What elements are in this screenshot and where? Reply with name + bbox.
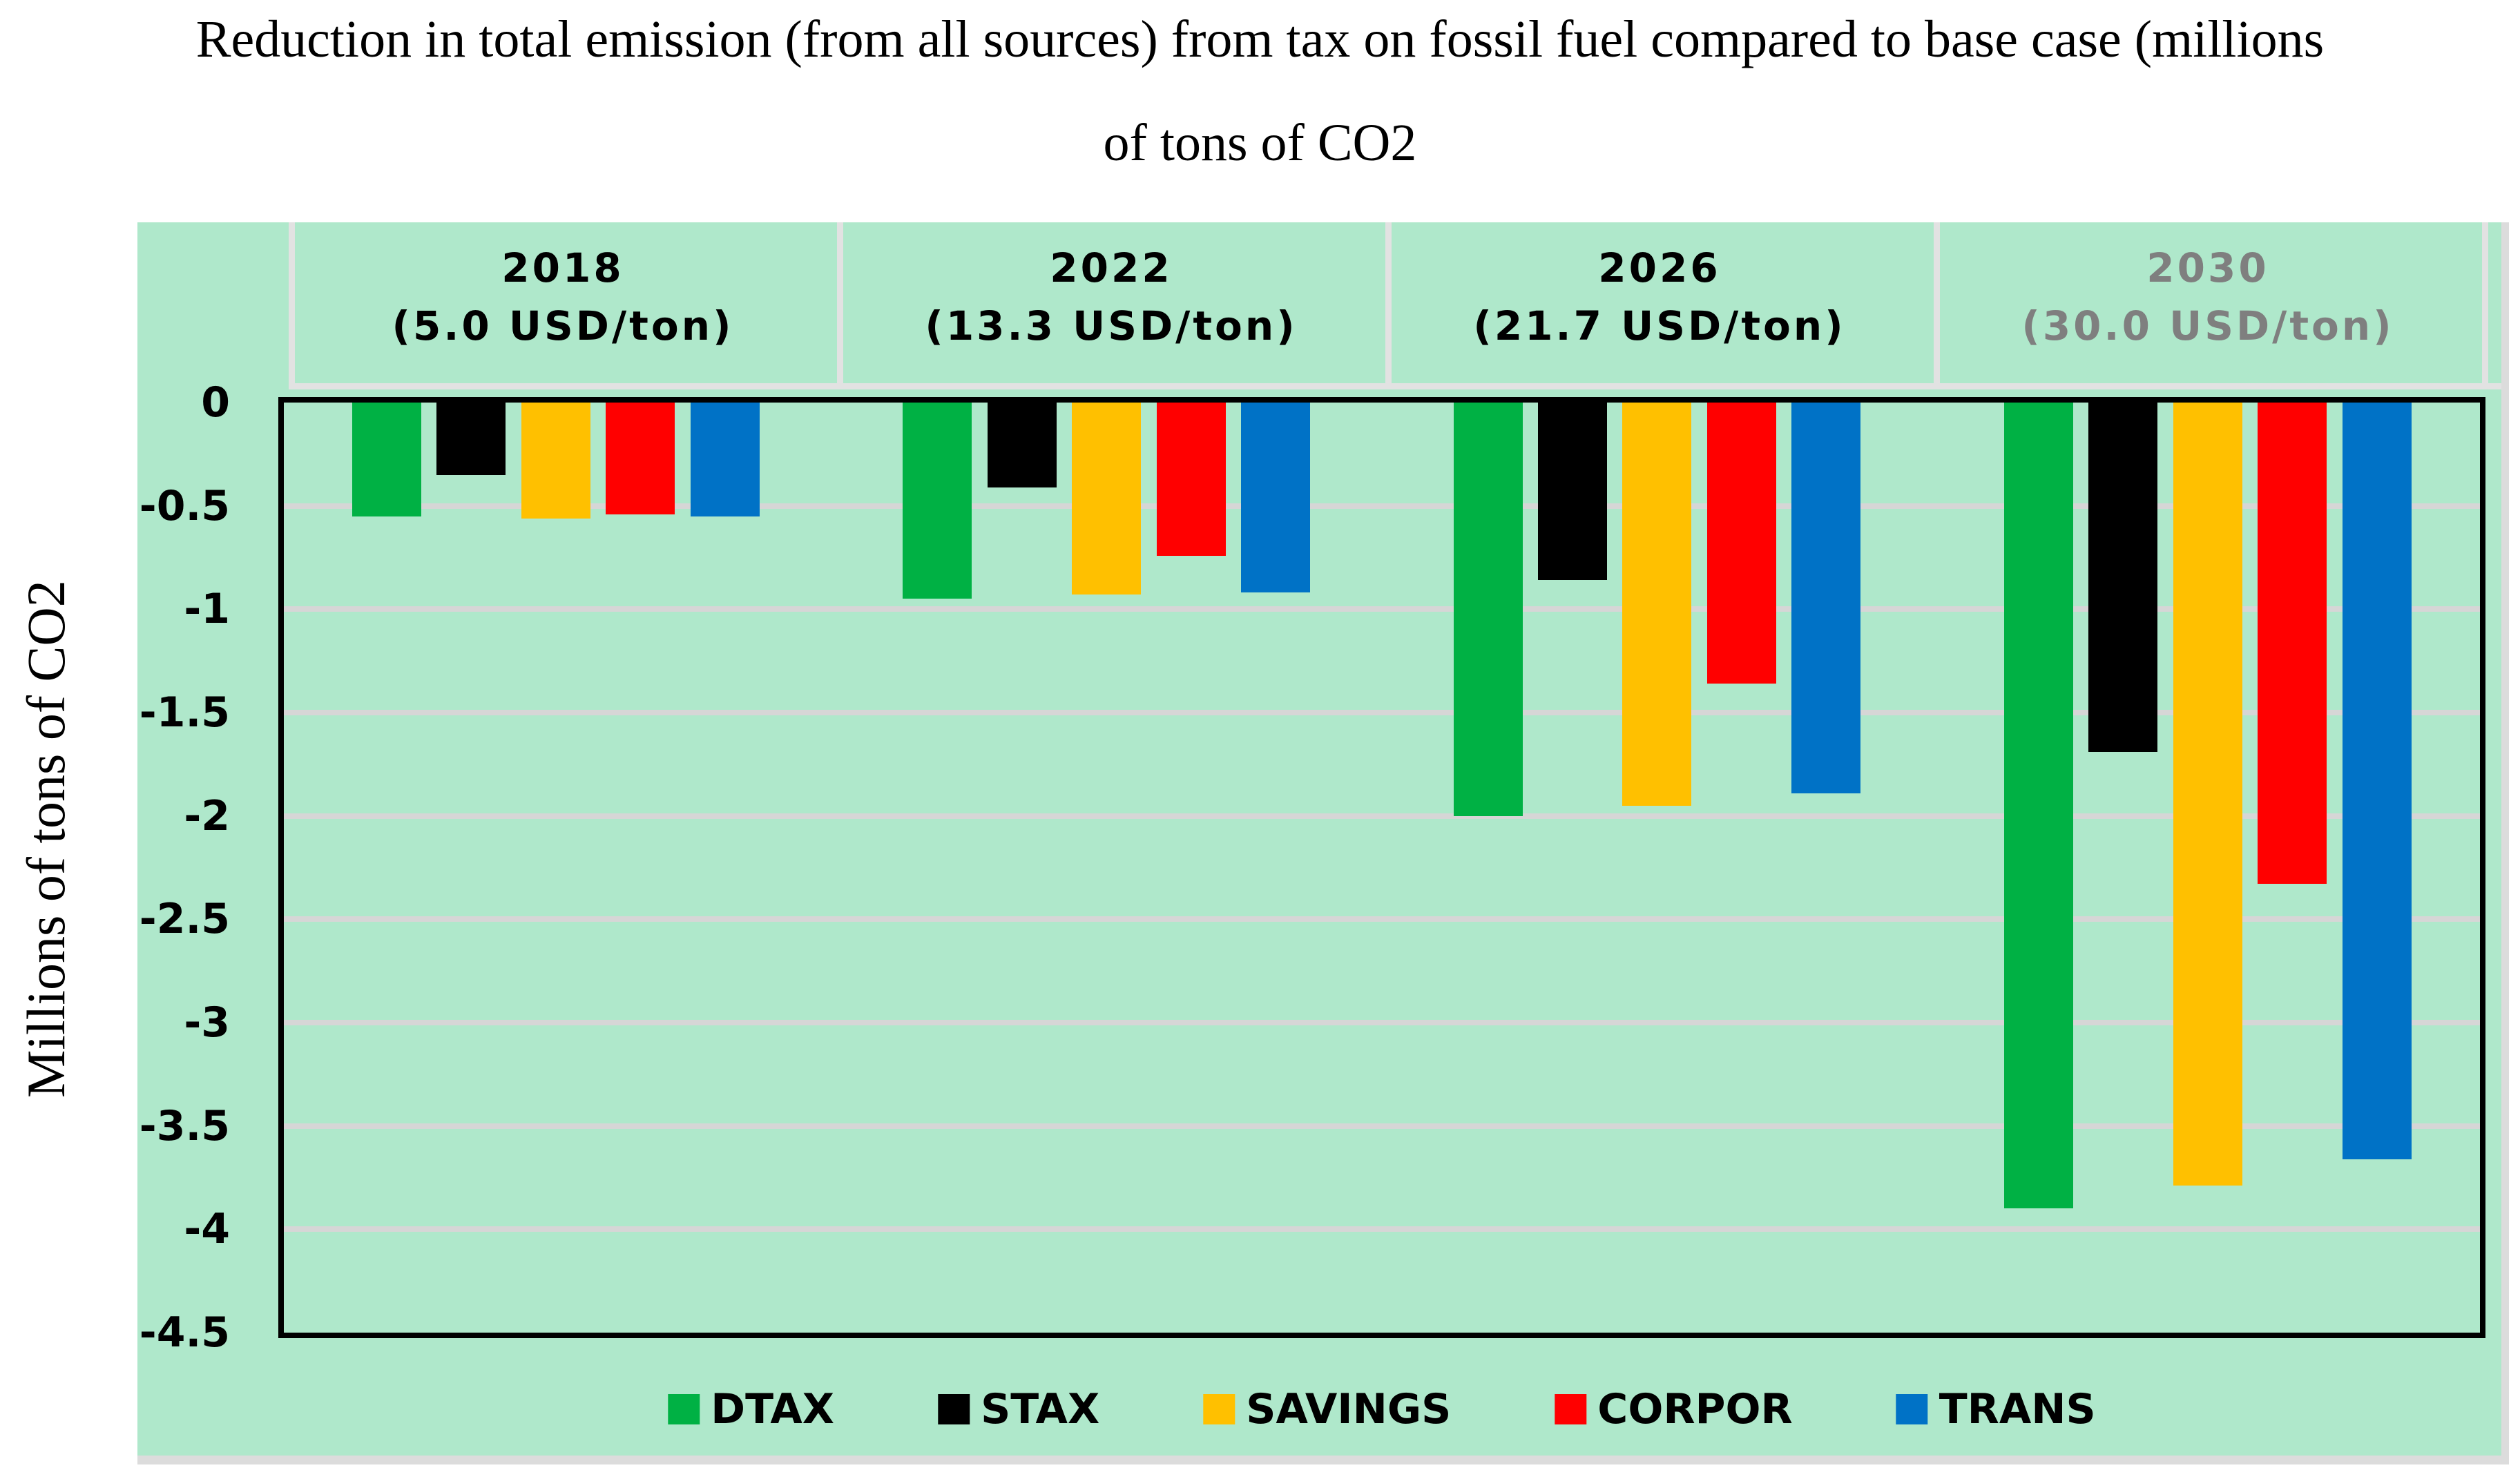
header-divider-vertical xyxy=(289,222,295,389)
bar-SAVINGS-2030 xyxy=(2173,403,2242,1186)
group-header-2030: 2030 (30.0 USD/ton) xyxy=(1934,239,2482,355)
group-year-label: 2030 xyxy=(2146,244,2269,291)
y-tick-label--3.5: -3.5 xyxy=(139,1101,230,1150)
y-tick-label--4: -4 xyxy=(184,1205,230,1254)
y-tick-label--4.5: -4.5 xyxy=(139,1308,230,1357)
y-tick-label-0: 0 xyxy=(201,378,230,427)
gridline xyxy=(284,503,2480,509)
y-tick-label--1.5: -1.5 xyxy=(139,688,230,737)
chart-area: 2018 (5.0 USD/ton) 2022 (13.3 USD/ton) 2026 (… xyxy=(137,222,2509,1464)
y-tick-label--3: -3 xyxy=(184,998,230,1047)
chart-title-line2: of tons of CO2 xyxy=(1103,114,1417,172)
header-divider-vertical xyxy=(1385,222,1392,389)
bar-CORPOR-2030 xyxy=(2258,403,2327,884)
group-tax-label: (21.7 USD/ton) xyxy=(1473,302,1846,349)
header-divider-vertical xyxy=(1934,222,1940,389)
legend: DTAX STAX SAVINGS CORPOR TRANS xyxy=(668,1385,2096,1433)
group-header-2026: 2026 (21.7 USD/ton) xyxy=(1385,239,1934,355)
bar-SAVINGS-2022 xyxy=(1072,403,1142,595)
bar-DTAX-2030 xyxy=(2003,403,2073,1209)
group-tax-label: (5.0 USD/ton) xyxy=(392,302,734,349)
legend-item-STAX: STAX xyxy=(938,1385,1099,1433)
legend-swatch-DTAX xyxy=(668,1394,700,1424)
bar-CORPOR-2018 xyxy=(606,403,675,514)
legend-item-DTAX: DTAX xyxy=(668,1385,834,1433)
group-tax-label: (13.3 USD/ton) xyxy=(925,302,1298,349)
gridline xyxy=(284,916,2480,922)
legend-label-SAVINGS: SAVINGS xyxy=(1246,1385,1452,1433)
bar-STAX-2026 xyxy=(1538,403,1607,581)
gridline xyxy=(284,1123,2480,1129)
chart-title-line1: Reduction in total emission (from all so… xyxy=(195,10,2325,68)
bar-TRANS-2026 xyxy=(1791,403,1861,793)
legend-swatch-STAX xyxy=(938,1394,970,1424)
group-year-label: 2026 xyxy=(1598,244,1721,291)
legend-swatch-TRANS xyxy=(1896,1394,1928,1424)
y-tick-label--0.5: -0.5 xyxy=(139,481,230,530)
gridline xyxy=(284,1020,2480,1025)
legend-item-TRANS: TRANS xyxy=(1896,1385,2096,1433)
gridline xyxy=(284,1226,2480,1232)
bar-DTAX-2022 xyxy=(903,403,972,599)
legend-label-CORPOR: CORPOR xyxy=(1597,1385,1793,1433)
bar-TRANS-2022 xyxy=(1240,403,1310,593)
group-year-label: 2022 xyxy=(1050,244,1173,291)
bar-TRANS-2030 xyxy=(2342,403,2412,1159)
header-divider-horizontal xyxy=(289,383,2501,389)
legend-item-CORPOR: CORPOR xyxy=(1555,1385,1793,1433)
bar-STAX-2018 xyxy=(436,403,506,475)
legend-swatch-CORPOR xyxy=(1555,1394,1587,1424)
group-year-label: 2018 xyxy=(501,244,624,291)
legend-swatch-SAVINGS xyxy=(1203,1394,1235,1424)
legend-label-TRANS: TRANS xyxy=(1939,1385,2096,1433)
bar-CORPOR-2026 xyxy=(1706,403,1776,684)
gridline xyxy=(284,606,2480,612)
legend-label-STAX: STAX xyxy=(981,1385,1100,1433)
bar-STAX-2022 xyxy=(987,403,1057,487)
group-tax-label: (30.0 USD/ton) xyxy=(2021,302,2394,349)
group-header-2022: 2022 (13.3 USD/ton) xyxy=(837,239,1385,355)
bar-SAVINGS-2018 xyxy=(521,403,590,519)
y-tick-label--2.5: -2.5 xyxy=(139,895,230,944)
bar-STAX-2030 xyxy=(2088,403,2158,752)
legend-label-DTAX: DTAX xyxy=(711,1385,835,1433)
bar-CORPOR-2022 xyxy=(1156,403,1226,556)
group-header-2018: 2018 (5.0 USD/ton) xyxy=(289,239,837,355)
bar-DTAX-2026 xyxy=(1453,403,1523,816)
plot-box xyxy=(278,397,2485,1338)
bar-DTAX-2018 xyxy=(352,403,421,516)
header-divider-vertical xyxy=(837,222,843,389)
bar-SAVINGS-2026 xyxy=(1622,403,1692,806)
gridline xyxy=(284,813,2480,819)
header-divider-vertical xyxy=(2482,222,2488,389)
y-tick-label--1: -1 xyxy=(184,585,230,634)
gridline xyxy=(284,710,2480,715)
legend-item-SAVINGS: SAVINGS xyxy=(1203,1385,1451,1433)
y-tick-label--2: -2 xyxy=(184,791,230,840)
bar-TRANS-2018 xyxy=(690,403,760,516)
